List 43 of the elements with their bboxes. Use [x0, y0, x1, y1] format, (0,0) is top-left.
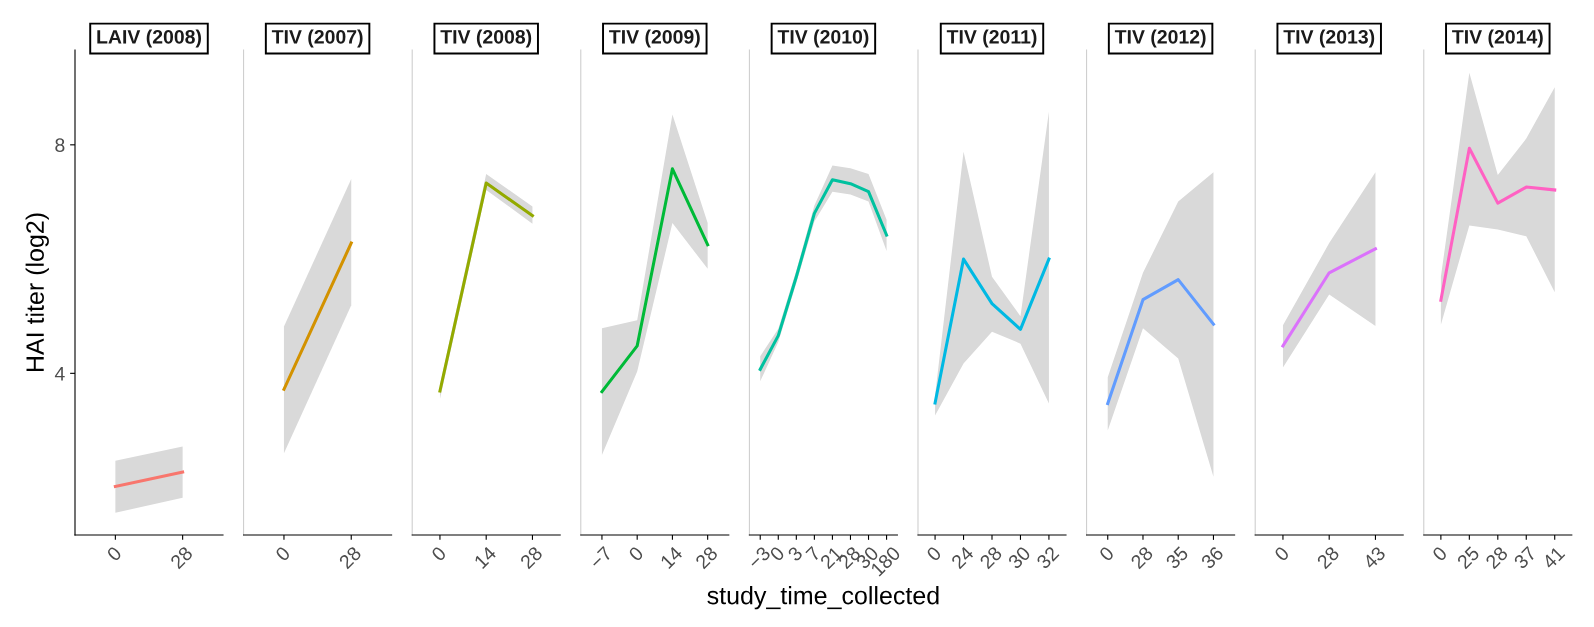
x-tick-label: −7	[588, 545, 613, 570]
x-tick-label: 28	[1129, 545, 1154, 570]
x-tick-label: 28	[169, 545, 194, 570]
x-tick-label: 24	[950, 545, 975, 570]
chart-title: TIV (2014)	[1452, 29, 1543, 48]
x-tick-label: 28	[338, 545, 362, 570]
x-tick-label: 0	[627, 545, 645, 562]
x-tick-label: 37	[1513, 545, 1537, 570]
x-tick-label: 28	[979, 545, 1003, 570]
y-axis-title: HAI titer (log2)	[25, 213, 49, 372]
x-tick-label: 35	[1165, 545, 1189, 570]
x-tick-label: 14	[473, 545, 497, 569]
x-tick-label: 0	[1273, 545, 1290, 562]
x-tick-label: 28	[519, 545, 544, 570]
x-tick-label: 0	[106, 545, 123, 562]
x-tick-label: 0	[430, 545, 447, 562]
x-tick-label: 0	[1431, 545, 1448, 562]
x-tick-label: 3	[786, 545, 804, 562]
x-tick-label: 30	[1007, 545, 1032, 570]
chart-title: TIV (2011)	[946, 29, 1037, 48]
chart-title: TIV (2010)	[777, 29, 869, 48]
x-axis-title: study_time_collected	[707, 586, 939, 610]
chart-title: TIV (2013)	[1283, 29, 1375, 48]
x-tick-label: 0	[274, 545, 291, 562]
x-tick-label: 41	[1541, 545, 1566, 570]
chart-title: TIV (2009)	[609, 29, 700, 48]
chart-title: TIV (2008)	[440, 29, 532, 48]
x-tick-label: 0	[1098, 545, 1115, 562]
y-tick-label: 4	[54, 367, 65, 381]
chart-title: TIV (2012)	[1114, 29, 1206, 48]
x-tick-label: 28	[1484, 545, 1509, 570]
x-tick-label: 28	[694, 545, 719, 570]
x-tick-label: 43	[1362, 545, 1387, 570]
x-tick-label: 14	[659, 545, 684, 569]
chart-title: LAIV (2008)	[97, 29, 201, 48]
x-tick-label: 25	[1456, 545, 1481, 570]
x-tick-label: 32	[1035, 545, 1060, 570]
chart-title: TIV (2007)	[271, 29, 363, 48]
x-tick-label: 28	[1316, 545, 1340, 570]
y-tick-label: 8	[55, 138, 65, 153]
x-tick-label: 0	[925, 545, 943, 562]
x-tick-label: 7	[805, 545, 822, 562]
x-tick-label: 36	[1200, 545, 1225, 570]
